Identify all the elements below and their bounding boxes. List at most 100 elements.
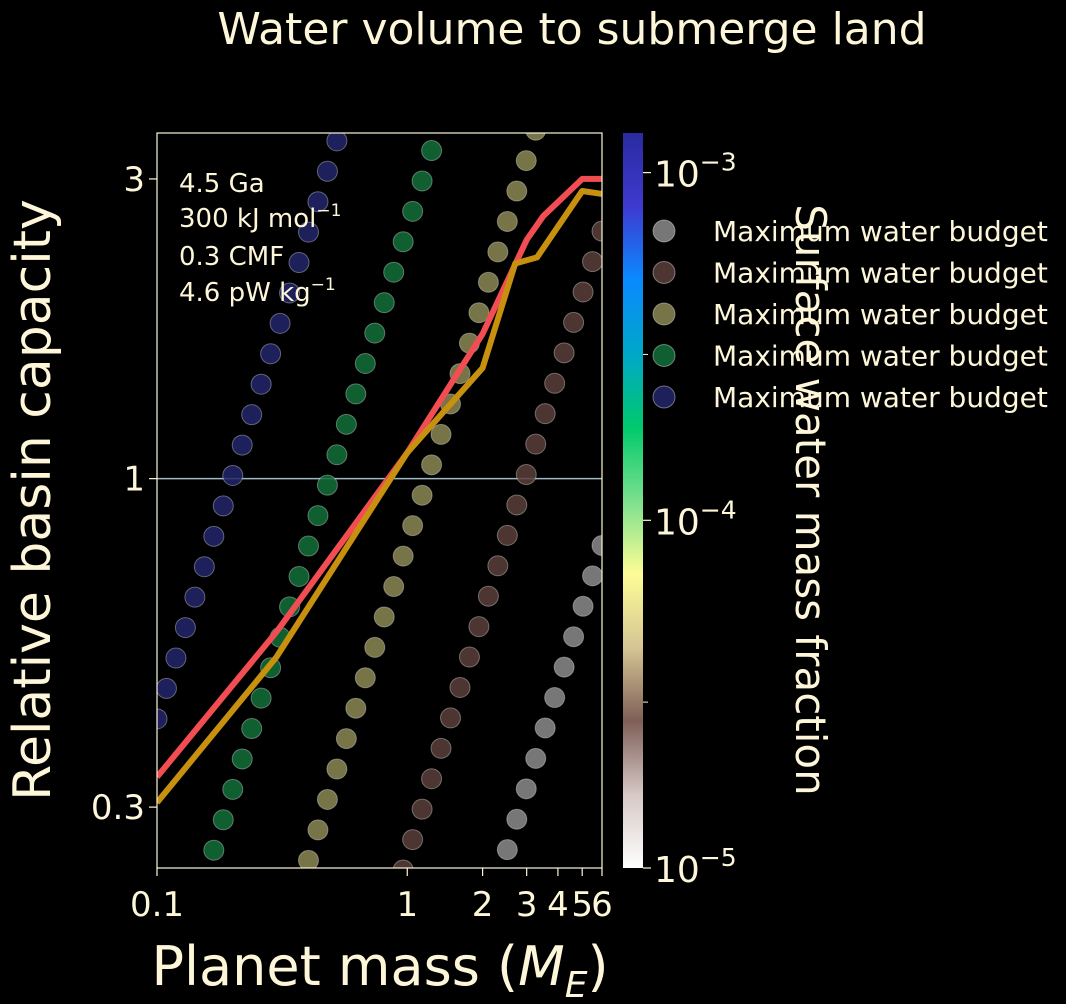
legend: Maximum water budget Maximum water budget…	[652, 215, 1048, 414]
scatter-point	[165, 647, 187, 669]
scatter-point	[307, 191, 329, 213]
scatter-point	[241, 718, 263, 740]
scatter-point	[345, 697, 367, 719]
scatter-point	[354, 352, 376, 374]
plot-contents	[157, 70, 602, 931]
scatter-point	[157, 708, 168, 730]
scatter-point	[364, 322, 386, 344]
scatter-point	[212, 809, 234, 831]
legend-entry: Maximum water budget	[652, 340, 1048, 373]
colorbar-axis: 10−5 10−4 10−3	[643, 148, 737, 891]
scatter-point	[515, 150, 537, 172]
scatter-point	[383, 576, 405, 598]
x-tick-label: 0.1	[130, 885, 184, 925]
colorbar-tick-label: 10−4	[654, 495, 737, 543]
scatter-point	[591, 220, 602, 242]
scatter-point	[441, 80, 461, 100]
colorbar-tick-label: 10−5	[654, 843, 737, 891]
series-4	[185, 80, 461, 921]
scatter-point	[402, 200, 424, 222]
scatter-point	[231, 748, 253, 770]
scatter-point	[535, 90, 555, 110]
scatter-point	[364, 636, 386, 658]
scatter-point	[241, 404, 263, 426]
legend-marker	[652, 302, 676, 326]
colorbar-label: Surface water mass fraction	[786, 204, 835, 795]
series-1	[496, 534, 602, 861]
scatter-point	[297, 535, 319, 557]
scatter-point	[288, 565, 310, 587]
scatter-point	[525, 433, 547, 455]
scatter-point	[449, 676, 471, 698]
legend-label: Maximum water budget	[713, 381, 1048, 414]
x-tick-label: 1	[396, 885, 418, 925]
scatter-point	[411, 798, 433, 820]
scatter-point	[411, 484, 433, 506]
scatter-point	[345, 383, 367, 405]
scatter-point	[458, 646, 480, 668]
scatter-point	[468, 616, 490, 638]
scatter-point	[534, 403, 556, 425]
scatter-point	[563, 311, 585, 333]
scatter-point	[289, 881, 309, 901]
scatter-point	[326, 133, 348, 152]
scatter-point	[194, 871, 214, 891]
scatter-point	[269, 312, 291, 334]
annotation-line: 4.5 Ga	[179, 169, 265, 199]
scatter-point	[572, 595, 594, 617]
scatter-point	[307, 819, 329, 841]
scatter-point	[326, 758, 348, 780]
scatter-point	[346, 70, 366, 90]
scatter-point	[430, 737, 452, 759]
scatter-point	[506, 180, 528, 202]
scatter-point	[250, 687, 272, 709]
scatter-point	[250, 373, 272, 395]
scatter-point	[534, 717, 556, 739]
scatter-point	[544, 687, 566, 709]
scatter-point	[392, 859, 414, 868]
scatter-point	[373, 606, 395, 628]
scatter-point	[185, 901, 205, 921]
x-axis: 0.1 1 2 3 4 56	[130, 868, 613, 925]
legend-entry: Maximum water budget	[652, 215, 1048, 248]
trend-line-2	[157, 188, 602, 805]
scatter-point	[231, 434, 253, 456]
scatter-point	[553, 342, 575, 364]
annotation-line: 0.3 CMF	[179, 242, 284, 272]
colorbar-tick-label: 10−3	[654, 148, 737, 196]
scatter-point	[582, 565, 602, 587]
legend-entry: Maximum water budget	[652, 298, 1048, 331]
scatter-point	[392, 231, 414, 253]
y-axis: 0.3 1 3	[91, 160, 157, 828]
scatter-point	[515, 464, 537, 486]
x-tick-label: 4	[547, 885, 569, 925]
scatter-point	[392, 545, 414, 567]
scatter-point	[421, 768, 443, 790]
scatter-point	[316, 788, 338, 810]
chart-title: Water volume to submerge land	[217, 4, 926, 55]
scatter-point	[431, 110, 451, 130]
scatter-point	[496, 210, 518, 232]
colorbar	[623, 133, 643, 868]
scatter-point	[260, 343, 282, 365]
scatter-point	[525, 747, 547, 769]
series-5	[157, 70, 366, 730]
scatter-point	[515, 778, 537, 800]
scatter-point	[222, 778, 244, 800]
scatter-point	[468, 302, 490, 324]
scatter-point	[477, 271, 499, 293]
legend-entry: Maximum water budget	[652, 381, 1048, 414]
x-axis-label: Planet mass (ME)	[151, 935, 608, 1004]
annotation-box: 4.5 Ga 300 kJ mol−1 0.3 CMF 4.6 pW kg−1	[179, 169, 341, 308]
annotation-line: 300 kJ mol−1	[179, 201, 341, 234]
scatter-point	[212, 495, 234, 517]
scatter-point	[326, 444, 348, 466]
scatter-point	[279, 282, 301, 304]
legend-entry: Maximum water budget	[652, 257, 1048, 290]
legend-marker	[652, 261, 676, 284]
scatter-point	[280, 911, 300, 931]
scatter-point	[506, 808, 528, 830]
y-tick-label: 1	[123, 460, 145, 500]
scatter-point	[203, 839, 225, 861]
